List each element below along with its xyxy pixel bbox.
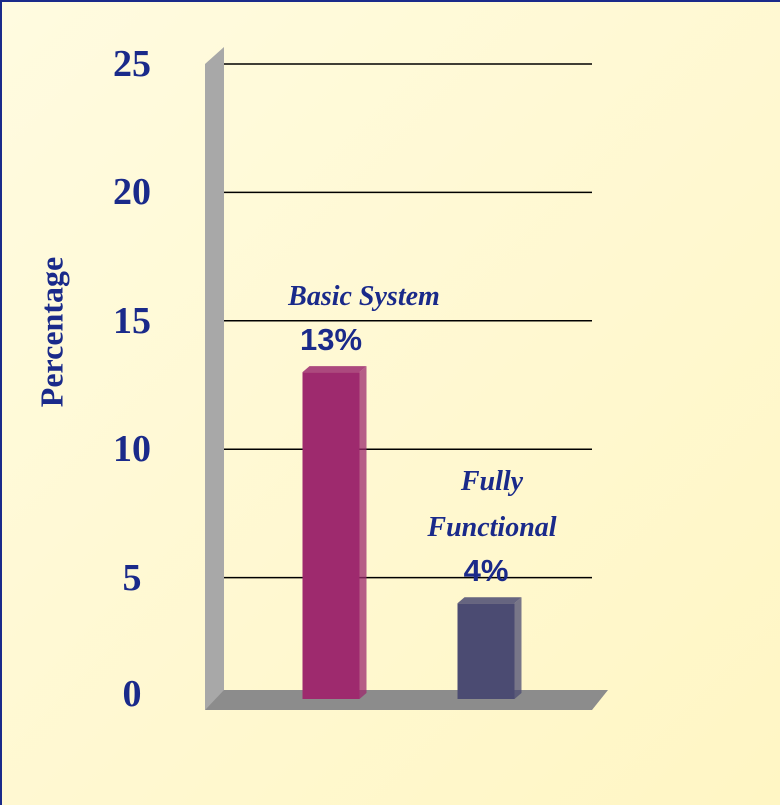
y-tick-label: 25 bbox=[113, 43, 151, 85]
bar-top bbox=[302, 366, 367, 373]
value-label: 13% bbox=[299, 322, 363, 358]
y-tick-label: 15 bbox=[113, 299, 151, 342]
y-tick-label: 0 bbox=[122, 673, 142, 715]
back-wall bbox=[205, 47, 224, 710]
value-label: 4% bbox=[463, 553, 509, 589]
y-tick-label: 10 bbox=[113, 428, 151, 471]
bar-side bbox=[514, 597, 522, 699]
bar-side bbox=[359, 366, 367, 699]
bar bbox=[302, 372, 360, 699]
category-label: Fully Functional bbox=[427, 466, 557, 544]
bar bbox=[457, 603, 515, 699]
floor bbox=[205, 690, 608, 710]
category-label: Basic System bbox=[288, 281, 440, 313]
bar-top bbox=[457, 597, 522, 604]
y-tick-label: 5 bbox=[122, 556, 142, 599]
y-axis-label: Percentage bbox=[33, 256, 70, 408]
y-tick-label: 20 bbox=[113, 171, 151, 214]
